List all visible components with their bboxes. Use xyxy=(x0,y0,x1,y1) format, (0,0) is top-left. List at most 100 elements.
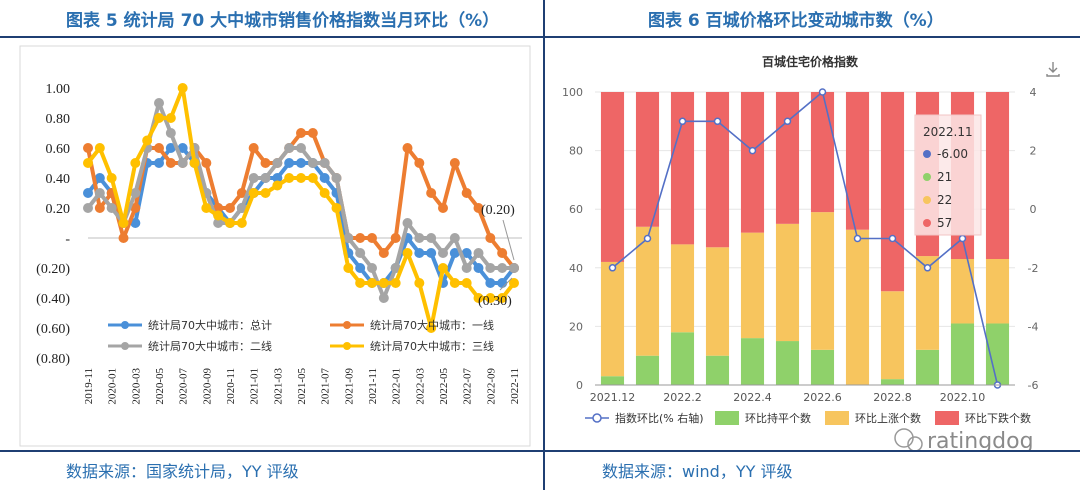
bar-segment xyxy=(775,223,800,342)
data-point xyxy=(485,263,496,273)
data-point xyxy=(485,233,496,243)
y-tick-label: 100 xyxy=(562,86,583,99)
tooltip-marker xyxy=(923,173,931,181)
x-tick-label: 2022-09 xyxy=(485,368,497,405)
data-point xyxy=(438,203,448,213)
data-point xyxy=(497,293,508,303)
y-tick-label: 40 xyxy=(569,262,583,275)
bar-segment xyxy=(810,349,835,385)
data-point xyxy=(390,278,401,288)
bar-segment xyxy=(950,323,975,385)
download-icon[interactable] xyxy=(1046,62,1060,77)
top-frame-line xyxy=(0,36,1080,38)
x-tick-label: 2022-07 xyxy=(462,368,474,405)
index-point xyxy=(608,264,617,272)
annotation-label: (0.30) xyxy=(478,294,512,309)
index-line xyxy=(611,90,999,386)
data-point xyxy=(177,83,188,93)
data-point xyxy=(331,173,342,183)
legend-marker xyxy=(121,321,129,329)
bar-segment xyxy=(810,92,835,213)
y2-tick-label: 2 xyxy=(1030,145,1037,158)
x-tick-label: 2022.2 xyxy=(663,391,702,404)
data-point xyxy=(225,218,235,228)
bar-segment xyxy=(775,341,800,385)
data-point xyxy=(461,263,472,273)
data-point xyxy=(509,278,519,288)
y-tick-label: 0.60 xyxy=(46,142,71,157)
x-tick-label: 2022-05 xyxy=(438,368,450,405)
y-tick-label: (0.40) xyxy=(36,292,70,307)
data-point xyxy=(307,173,318,183)
data-point xyxy=(284,143,295,153)
data-point xyxy=(449,248,460,258)
right-source: 数据来源：wind，YY 评级 xyxy=(602,462,793,481)
bar-segment xyxy=(740,92,765,233)
legend-label: 统计局70大中城市：一线 xyxy=(370,318,494,332)
y-tick-label: - xyxy=(65,232,70,247)
data-point xyxy=(213,203,224,213)
data-point xyxy=(331,203,342,213)
y-tick-label: 0.40 xyxy=(46,172,71,187)
legend-swatch xyxy=(825,411,849,425)
data-point xyxy=(236,218,247,228)
data-point xyxy=(355,248,366,258)
data-point xyxy=(201,158,212,168)
legend-label: 指数环比(% 右轴) xyxy=(615,411,704,425)
data-point xyxy=(461,188,472,198)
data-point xyxy=(367,263,377,273)
y2-tick-label: -4 xyxy=(1028,320,1039,333)
data-point xyxy=(449,233,460,243)
x-tick-label: 2021-01 xyxy=(249,368,261,405)
tooltip-title: 2022.11 xyxy=(923,125,973,139)
data-point xyxy=(272,173,283,183)
tooltip: 2022.11 -6.00 21 22 57 xyxy=(914,114,982,236)
data-point xyxy=(390,263,401,273)
tooltip-marker xyxy=(923,150,931,158)
data-point xyxy=(130,188,141,198)
y-tick-label: (0.60) xyxy=(36,322,70,337)
data-point xyxy=(319,158,330,168)
bar-segment xyxy=(635,92,660,227)
data-point xyxy=(426,248,437,258)
data-point xyxy=(296,128,306,138)
data-point xyxy=(497,248,508,258)
bar-segment xyxy=(670,92,695,245)
data-point xyxy=(83,143,93,153)
tooltip-value: 21 xyxy=(937,170,952,184)
x-tick-label: 2019-11 xyxy=(83,368,95,404)
data-point xyxy=(260,188,271,198)
data-point xyxy=(343,263,354,273)
x-tick-label: 2020-11 xyxy=(225,368,237,404)
data-point xyxy=(225,203,235,213)
x-tick-label: 2021-03 xyxy=(272,368,284,405)
bottom-frame-line xyxy=(0,450,1080,452)
index-point xyxy=(678,117,687,126)
y-tick-label: 20 xyxy=(569,320,583,333)
data-point xyxy=(473,248,484,258)
data-point xyxy=(390,233,401,243)
x-tick-label: 2020-05 xyxy=(154,368,166,405)
data-point xyxy=(402,248,413,258)
data-point xyxy=(449,158,460,168)
data-point xyxy=(319,173,330,183)
watermark: ratingdog xyxy=(894,428,1034,450)
data-point xyxy=(473,203,484,213)
right-chart-title: 图表 6 百城价格环比变动城市数（%） xyxy=(648,11,944,31)
y-tick-label: (0.80) xyxy=(36,352,70,367)
x-tick-label: 2022-01 xyxy=(391,368,403,405)
data-point xyxy=(426,188,437,198)
x-tick-label: 2022-11 xyxy=(509,368,521,404)
x-tick-label: 2022.4 xyxy=(733,391,772,404)
bar-segment xyxy=(740,232,765,339)
x-tick-label: 2020-03 xyxy=(130,368,142,405)
data-point xyxy=(473,293,484,303)
data-point xyxy=(236,188,247,198)
data-point xyxy=(461,248,472,258)
index-point xyxy=(748,146,757,155)
download-icon[interactable] xyxy=(1046,62,1060,77)
x-tick-label: 2020-07 xyxy=(178,368,190,405)
bar-segment xyxy=(705,355,730,385)
annotation-leader xyxy=(502,219,515,261)
series-line xyxy=(86,146,516,285)
